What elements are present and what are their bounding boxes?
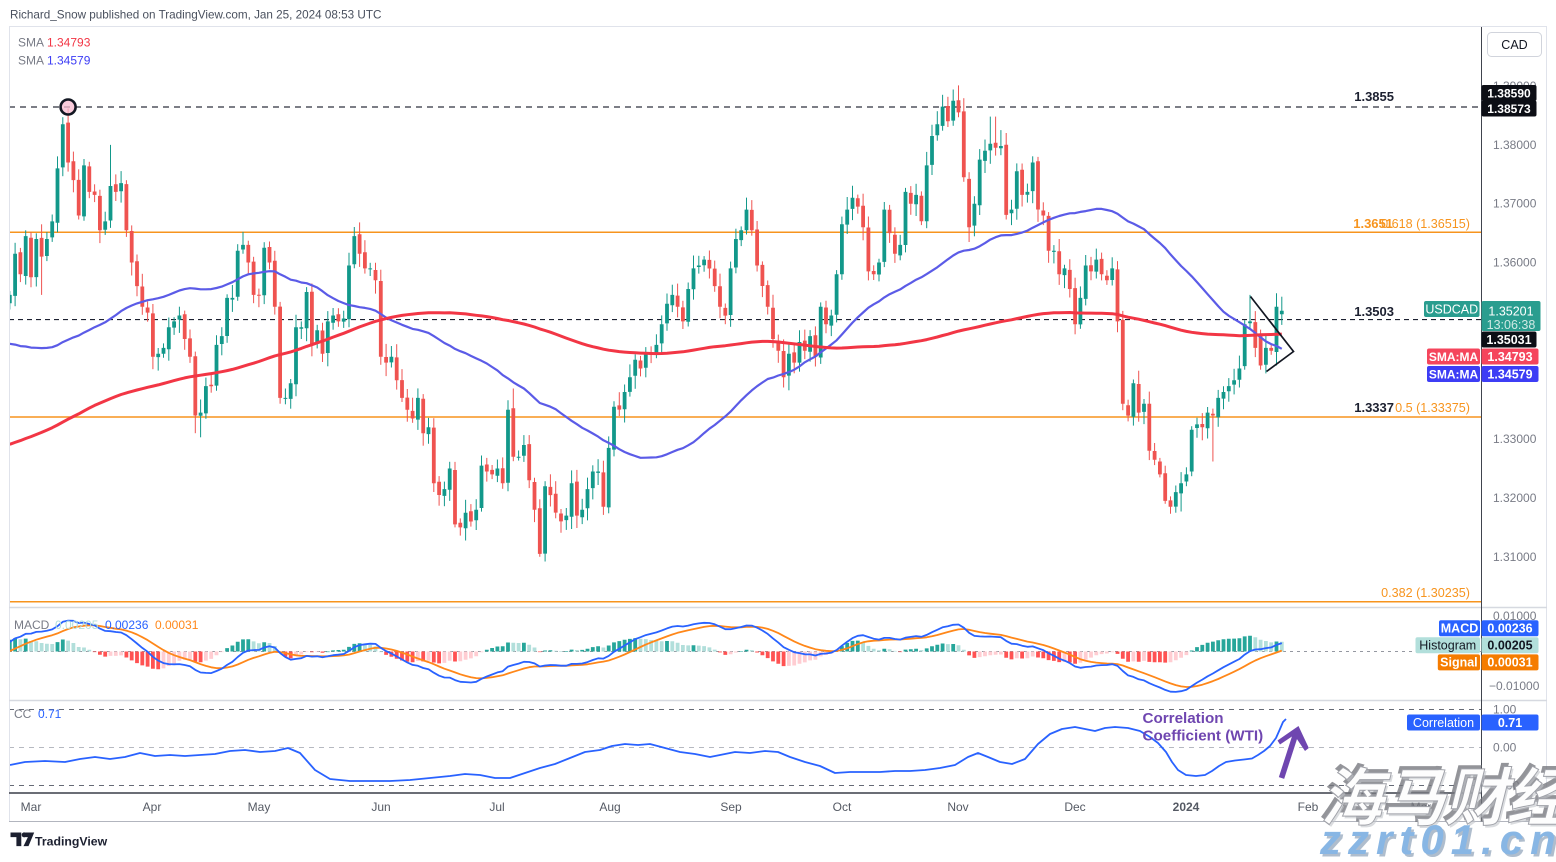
svg-text:1.35031: 1.35031 — [1486, 333, 1531, 347]
svg-text:−0.01000: −0.01000 — [1489, 679, 1540, 693]
svg-text:1.3855: 1.3855 — [1354, 89, 1394, 104]
svg-text:1.38000: 1.38000 — [1493, 138, 1537, 152]
svg-text:2024: 2024 — [1173, 800, 1200, 814]
svg-text:1.34579: 1.34579 — [1487, 367, 1532, 381]
svg-text:0.00205: 0.00205 — [1487, 639, 1532, 653]
svg-text:CAD: CAD — [1501, 38, 1527, 52]
svg-text:0.00205: 0.00205 — [55, 618, 99, 632]
svg-text:0.382 (1.30235): 0.382 (1.30235) — [1381, 586, 1470, 600]
svg-text:USDCAD: USDCAD — [1425, 302, 1478, 316]
svg-text:SMA: SMA — [18, 36, 44, 50]
svg-text:Jul: Jul — [489, 800, 504, 814]
svg-text:Jun: Jun — [371, 800, 390, 814]
svg-text:1.37000: 1.37000 — [1493, 197, 1537, 211]
svg-text:Dec: Dec — [1064, 800, 1085, 814]
svg-text:Mar: Mar — [21, 800, 42, 814]
svg-text:SMA: SMA — [18, 54, 44, 68]
svg-text:Sep: Sep — [720, 800, 742, 814]
svg-text:CC: CC — [14, 707, 32, 721]
svg-text:1.34793: 1.34793 — [1487, 350, 1532, 364]
svg-text:1.00: 1.00 — [1493, 703, 1517, 717]
svg-text:0.00236: 0.00236 — [105, 618, 149, 632]
svg-text:0.618 (1.36515): 0.618 (1.36515) — [1381, 217, 1470, 231]
svg-text:Richard_Snow published on Trad: Richard_Snow published on TradingView.co… — [10, 8, 381, 21]
svg-text:13:06:38: 13:06:38 — [1487, 318, 1536, 332]
svg-text:1.35201: 1.35201 — [1488, 304, 1533, 318]
svg-text:MACD: MACD — [1441, 622, 1479, 636]
svg-text:1.38573: 1.38573 — [1487, 102, 1531, 116]
svg-text:0.71: 0.71 — [38, 707, 62, 721]
svg-text:0.5 (1.33375): 0.5 (1.33375) — [1395, 401, 1470, 415]
svg-text:TradingView: TradingView — [35, 835, 108, 849]
svg-text:Feb: Feb — [1298, 800, 1319, 814]
svg-text:SMA:MA: SMA:MA — [1429, 367, 1479, 381]
svg-text:1.33000: 1.33000 — [1493, 432, 1537, 446]
svg-text:0.00031: 0.00031 — [155, 618, 199, 632]
svg-text:MACD: MACD — [14, 618, 50, 632]
svg-text:Oct: Oct — [833, 800, 852, 814]
svg-text:1.36000: 1.36000 — [1493, 256, 1537, 270]
svg-text:Aug: Aug — [599, 800, 620, 814]
svg-text:Apr: Apr — [143, 800, 162, 814]
svg-text:Histogram: Histogram — [1419, 639, 1476, 653]
svg-text:May: May — [248, 800, 271, 814]
svg-text:Coefficient (WTI): Coefficient (WTI) — [1143, 728, 1264, 745]
svg-text:1.31000: 1.31000 — [1493, 550, 1537, 564]
svg-text:1.3503: 1.3503 — [1354, 304, 1394, 319]
svg-text:SMA:MA: SMA:MA — [1429, 350, 1479, 364]
svg-text:0.00236: 0.00236 — [1487, 622, 1532, 636]
svg-text:1.34579: 1.34579 — [47, 54, 91, 68]
svg-text:0.71: 0.71 — [1498, 716, 1522, 730]
svg-text:1.34793: 1.34793 — [47, 36, 91, 50]
svg-text:Correlation: Correlation — [1143, 710, 1224, 727]
svg-text:0.00: 0.00 — [1493, 741, 1517, 755]
svg-text:0.00031: 0.00031 — [1487, 656, 1532, 670]
svg-text:1.38590: 1.38590 — [1487, 86, 1531, 100]
svg-text:Signal: Signal — [1440, 656, 1478, 670]
svg-text:Correlation: Correlation — [1413, 716, 1474, 730]
svg-text:Nov: Nov — [947, 800, 968, 814]
svg-text:1.3337: 1.3337 — [1354, 400, 1394, 415]
svg-text:zzrt01.cn: zzrt01.cn — [1319, 816, 1556, 857]
svg-text:1.32000: 1.32000 — [1493, 491, 1537, 505]
